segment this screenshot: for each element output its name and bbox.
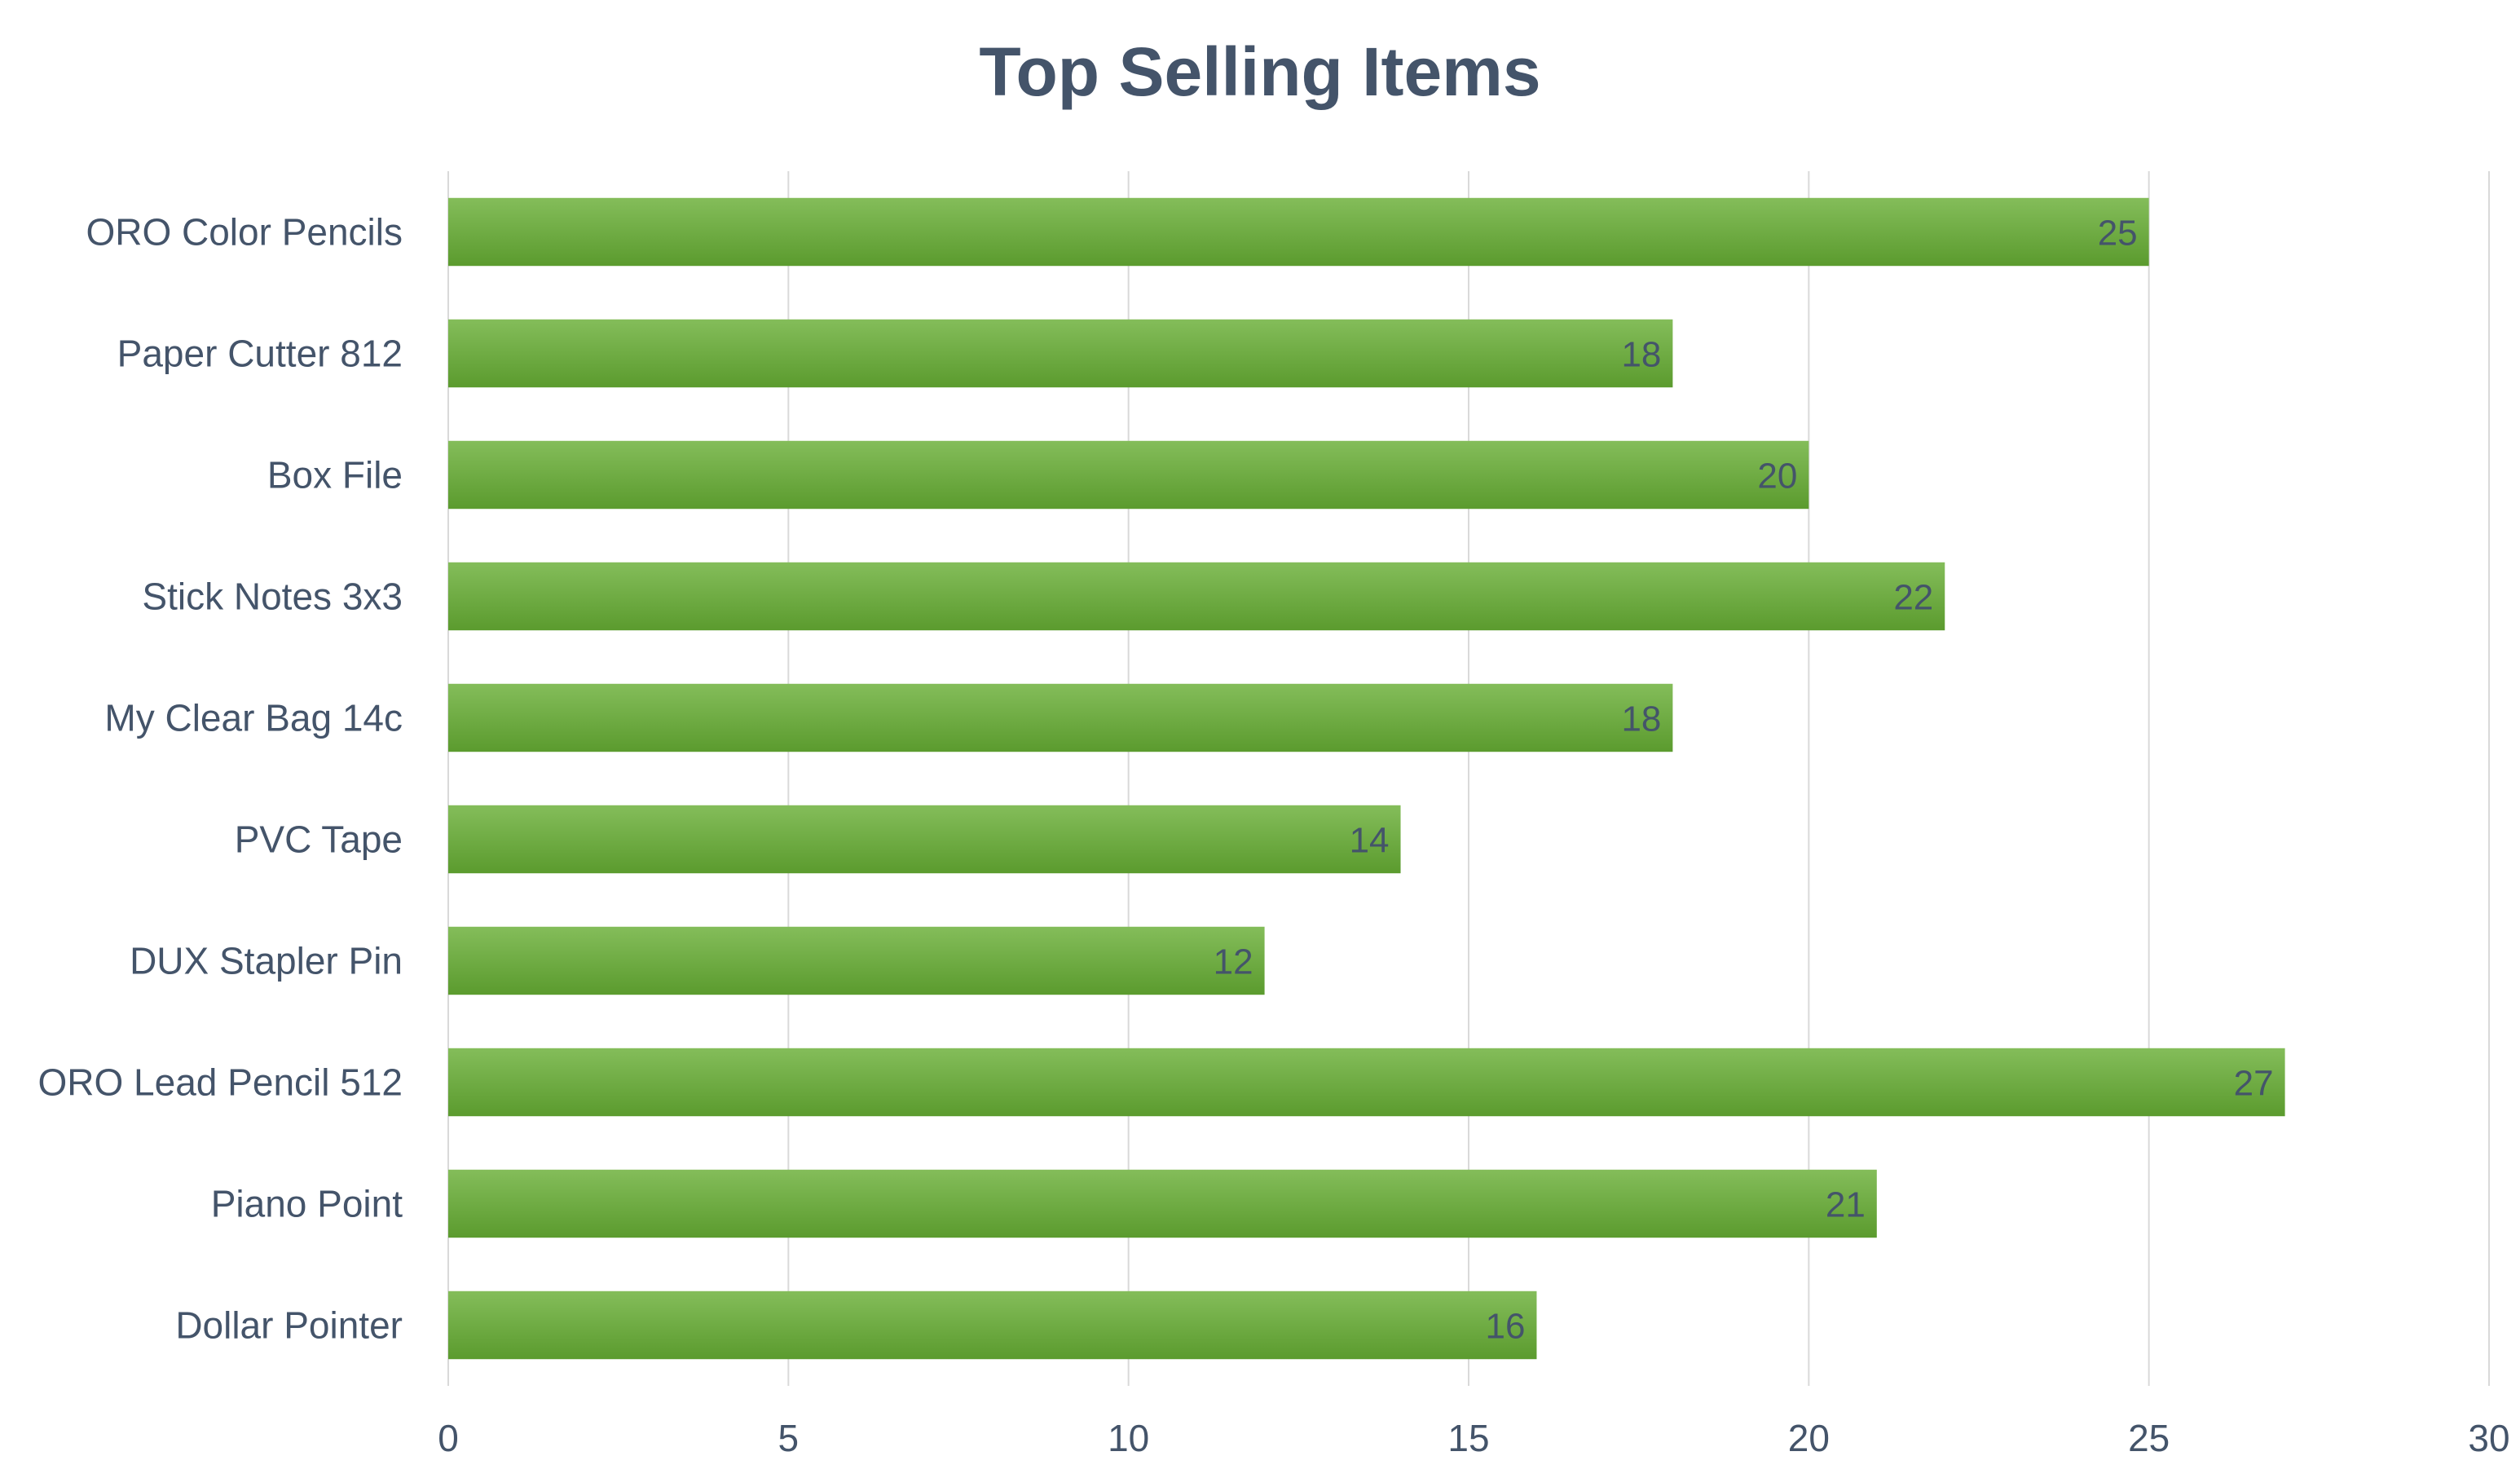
bar-piano-point: [448, 1169, 1877, 1238]
bar-dollar-pointer: [448, 1290, 1537, 1360]
data-label-stick-notes-3x3: 22: [1893, 578, 1933, 618]
category-label-oro-lead-pencil-512: ORO Lead Pencil 512: [38, 1061, 403, 1104]
chart-title: Top Selling Items: [979, 33, 1541, 110]
x-tick-label-5: 5: [778, 1417, 800, 1459]
bar-box-file: [448, 440, 1809, 510]
x-tick-label-30: 30: [2468, 1417, 2509, 1459]
category-label-dux-stapler-pin: DUX Stapler Pin: [130, 940, 403, 982]
data-label-dollar-pointer: 16: [1486, 1307, 1526, 1347]
x-tick-label-25: 25: [2128, 1417, 2170, 1459]
x-tick-label-0: 0: [438, 1417, 459, 1459]
bar-stick-notes-3x3: [448, 562, 1945, 631]
bar-oro-color-pencils: [448, 197, 2149, 267]
category-label-oro-color-pencils: ORO Color Pencils: [86, 211, 403, 254]
category-label-dollar-pointer: Dollar Pointer: [175, 1304, 403, 1347]
data-label-box-file: 20: [1757, 457, 1797, 496]
category-label-my-clear-bag-14c: My Clear Bag 14c: [104, 697, 403, 739]
category-label-paper-cutter-812: Paper Cutter 812: [117, 333, 403, 375]
x-tick-label-20: 20: [1788, 1417, 1830, 1459]
category-labels: ORO Color Pencils Paper Cutter 812 Box Fil…: [38, 211, 403, 1347]
bar-oro-lead-pencil-512: [448, 1048, 2285, 1117]
bar-my-clear-bag-14c: [448, 683, 1673, 752]
data-label-piano-point: 21: [1826, 1185, 1866, 1225]
x-tick-label-15: 15: [1447, 1417, 1489, 1459]
bar-paper-cutter-812: [448, 319, 1673, 388]
x-tick-labels: 0 5 10 15 20 25 30: [438, 1417, 2509, 1459]
bar-dux-stapler-pin: [448, 926, 1265, 995]
data-label-paper-cutter-812: 18: [1621, 335, 1661, 375]
category-label-stick-notes-3x3: Stick Notes 3x3: [142, 576, 403, 618]
x-tick-label-10: 10: [1108, 1417, 1149, 1459]
data-label-oro-color-pencils: 25: [2098, 214, 2138, 254]
category-label-pvc-tape: PVC Tape: [235, 818, 403, 861]
data-label-my-clear-bag-14c: 18: [1621, 699, 1661, 739]
data-labels: 25 18 20 22 18 14 12 27 21 16: [1214, 214, 2274, 1347]
bar-pvc-tape: [448, 805, 1401, 874]
data-label-pvc-tape: 14: [1350, 821, 1390, 861]
data-label-oro-lead-pencil-512: 27: [2234, 1064, 2274, 1104]
bars: [448, 197, 2285, 1360]
data-label-dux-stapler-pin: 12: [1214, 942, 1253, 982]
category-label-box-file: Box File: [267, 454, 403, 496]
category-label-piano-point: Piano Point: [211, 1183, 403, 1225]
